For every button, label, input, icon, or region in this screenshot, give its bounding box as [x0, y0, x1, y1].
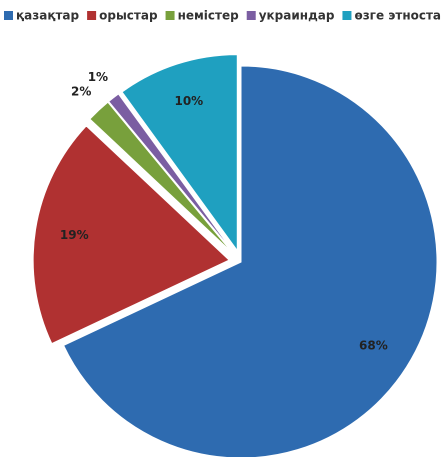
legend: қазақтар орыстар немістер украиндар өзге этн…	[4, 9, 441, 23]
legend-label: өзге этностар	[354, 9, 441, 23]
legend-swatch	[246, 11, 256, 20]
legend-label: украиндар	[259, 9, 335, 23]
pie: 68% 19% 2%1% 10%	[32, 54, 438, 459]
data-label: 1%	[88, 70, 108, 84]
legend-swatch	[165, 11, 175, 20]
legend-label: орыстар	[99, 9, 158, 23]
legend-label: немістер	[178, 9, 240, 23]
pie-slice	[89, 101, 234, 254]
pie-slice	[108, 93, 235, 253]
legend-swatch	[342, 11, 352, 20]
data-label: 19%	[60, 228, 89, 242]
pie-slice	[32, 125, 231, 345]
legend-swatch	[87, 11, 97, 20]
legend-swatch	[4, 11, 13, 20]
data-label: 2%	[71, 84, 91, 98]
data-label: 68%	[359, 339, 388, 353]
pie-slice	[62, 65, 438, 459]
pie-slice	[121, 54, 238, 253]
data-label: 10%	[174, 94, 203, 108]
legend-label: қазақтар	[16, 9, 80, 23]
